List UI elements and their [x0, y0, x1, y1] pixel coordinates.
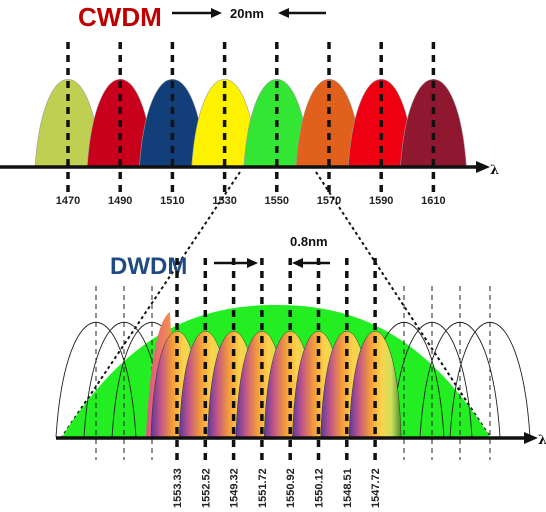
dwdm-wavelength-label: 1553.33 [172, 468, 184, 508]
dwdm-wavelength-label: 1550.12 [314, 468, 326, 508]
cwdm-wavelength-label: 1490 [108, 195, 132, 207]
zoom-lines [61, 171, 491, 438]
cwdm-title: CWDM [78, 2, 162, 32]
cwdm-axis: λ [0, 161, 499, 178]
dwdm-adjacent-channels [55, 286, 531, 460]
dwdm-wavelength-label: 1550.92 [285, 468, 297, 508]
cwdm-wavelength-label: 1510 [160, 195, 184, 207]
dwdm-axis: λ [56, 432, 546, 448]
dwdm-title: DWDM [110, 253, 187, 280]
cwdm-wavelength-label: 1470 [56, 195, 80, 207]
cwdm-wavelength-label: 1550 [265, 195, 289, 207]
dwdm-channel-peaks [146, 312, 402, 438]
dwdm-wavelength-label: 1548.51 [342, 468, 354, 508]
dwdm-spacing-label: 0.8nm [290, 234, 328, 249]
dwdm-wavelength-label: 1552.52 [200, 468, 212, 508]
dwdm-wavelength-label: 1547.72 [370, 468, 382, 508]
dwdm-peak-1547.72 [348, 331, 402, 438]
dwdm-wavelength-label: 1549.32 [229, 468, 241, 508]
cwdm-spacing-label: 20nm [230, 6, 264, 21]
cwdm-spacing-indicator: 20nm [172, 6, 326, 21]
cwdm-wavelength-label: 1530 [212, 195, 236, 207]
cwdm-peaks [34, 79, 467, 168]
dwdm-section: DWDM 0.8nm λ 1553.33 1552.52 1549.32 1551.7… [55, 234, 546, 508]
dwdm-wavelength-labels: 1553.33 1552.52 1549.32 1551.72 1550.92 1550.… [172, 468, 382, 508]
dwdm-wavelength-label: 1551.72 [257, 468, 269, 508]
cwdm-wavelength-labels: 1470 1490 1510 1530 1550 1570 1590 1610 [56, 195, 446, 207]
cwdm-wavelength-label: 1590 [369, 195, 393, 207]
dwdm-spacing-indicator: 0.8nm [214, 234, 330, 268]
dwdm-center-lines [175, 258, 377, 462]
cwdm-axis-label: λ [490, 163, 499, 178]
cwdm-wavelength-label: 1610 [421, 195, 445, 207]
cwdm-wavelength-label: 1570 [317, 195, 341, 207]
dwdm-axis-label: λ [538, 433, 546, 448]
cwdm-section: CWDM 20nm λ 1470 1490 1510 1530 1550 1570 1590… [0, 2, 499, 207]
